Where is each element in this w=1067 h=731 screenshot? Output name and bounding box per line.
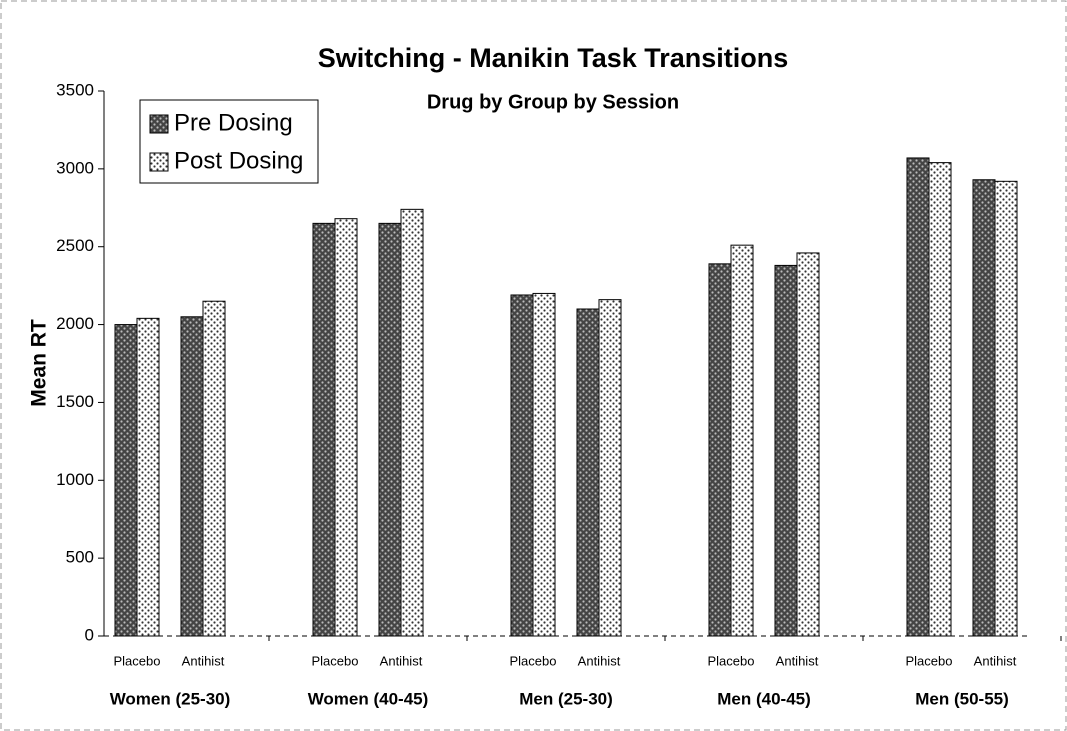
bar xyxy=(708,263,732,637)
legend-label: Post Dosing xyxy=(174,147,303,174)
x-tick-label: Antihist xyxy=(380,653,423,668)
bar xyxy=(928,162,952,637)
bar xyxy=(334,218,358,637)
bar xyxy=(180,316,204,637)
bar xyxy=(400,208,424,637)
bar xyxy=(510,294,534,637)
legend-swatch xyxy=(149,152,169,172)
bar xyxy=(774,264,798,637)
y-tick-label: 0 xyxy=(85,625,94,644)
bar xyxy=(532,292,556,637)
chart-title: Switching - Manikin Task Transitions xyxy=(318,43,789,73)
bar xyxy=(202,300,226,637)
legend-label: Pre Dosing xyxy=(174,109,293,136)
x-tick-label: Antihist xyxy=(578,653,621,668)
y-tick-label: 500 xyxy=(66,548,94,567)
bar xyxy=(972,179,996,637)
bar xyxy=(378,222,402,637)
x-tick-label: Antihist xyxy=(974,653,1017,668)
y-tick-label: 2000 xyxy=(56,314,94,333)
group-label: Men (50-55) xyxy=(915,689,1009,708)
y-tick-label: 2500 xyxy=(56,236,94,255)
bar xyxy=(576,308,600,637)
bar xyxy=(114,324,138,637)
bar xyxy=(906,157,930,637)
y-tick-label: 3500 xyxy=(56,80,94,99)
group-label: Men (40-45) xyxy=(717,689,811,708)
bar xyxy=(136,317,160,637)
x-tick-label: Antihist xyxy=(776,653,819,668)
chart-subtitle: Drug by Group by Session xyxy=(427,91,679,113)
x-tick-label: Placebo xyxy=(312,653,359,668)
x-tick-label: Placebo xyxy=(114,653,161,668)
group-label: Women (40-45) xyxy=(308,689,429,708)
bar xyxy=(796,252,820,637)
y-tick-label: 1500 xyxy=(56,392,94,411)
y-axis-label: Mean RT xyxy=(28,319,51,407)
y-tick-label: 3000 xyxy=(56,158,94,177)
legend-box xyxy=(139,99,319,184)
bar xyxy=(598,299,622,637)
x-tick-label: Antihist xyxy=(182,653,225,668)
y-tick-label: 1000 xyxy=(56,470,94,489)
x-tick-label: Placebo xyxy=(708,653,755,668)
bar xyxy=(312,222,336,637)
legend-swatch xyxy=(149,114,169,134)
group-label: Men (25-30) xyxy=(519,689,613,708)
x-tick-label: Placebo xyxy=(510,653,557,668)
group-label: Women (25-30) xyxy=(110,689,231,708)
bar xyxy=(730,244,754,637)
x-tick-label: Placebo xyxy=(906,653,953,668)
bar xyxy=(994,180,1018,637)
